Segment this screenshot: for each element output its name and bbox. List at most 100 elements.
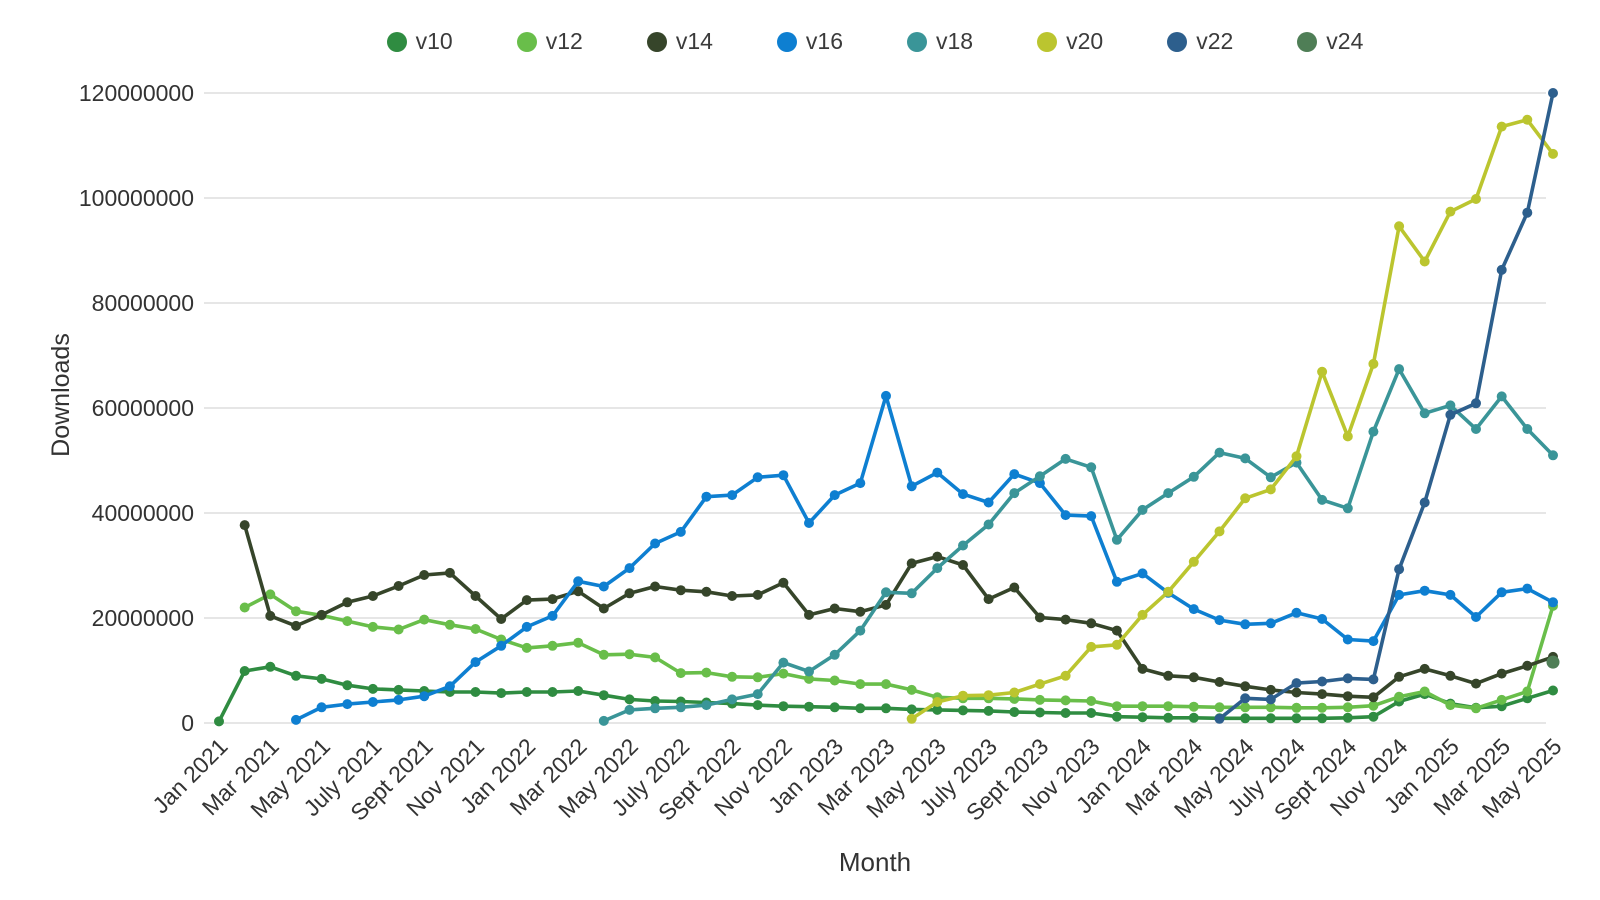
data-point-v20-Jul-2024	[1291, 451, 1302, 462]
legend-item-v10[interactable]: v10	[386, 28, 453, 55]
data-point-v16-Apr-2021	[291, 714, 301, 725]
data-point-v16-Nov-2021	[470, 657, 481, 668]
series-v14	[239, 520, 1558, 703]
data-point-v12-Aug-2024	[1317, 702, 1328, 713]
data-point-v22-May-2025	[1548, 88, 1558, 98]
data-point-v14-Jul-2021	[367, 591, 378, 601]
data-point-v22-Mar-2025	[1496, 264, 1507, 275]
data-point-v18-Apr-2024	[1214, 447, 1225, 458]
data-point-v14-Dec-2021	[496, 614, 507, 624]
data-point-v18-Dec-2022	[804, 666, 814, 677]
data-point-v14-Oct-2023	[1060, 614, 1071, 625]
data-point-v14-Mar-2023	[881, 599, 891, 610]
legend-item-v24[interactable]: v24	[1297, 28, 1363, 55]
data-point-v14-Jul-2023	[983, 594, 994, 605]
data-point-v20-Dec-2023	[1111, 639, 1122, 650]
data-point-v14-Feb-2023	[855, 606, 866, 617]
data-point-v14-Aug-2022	[701, 586, 712, 597]
data-point-v10-Jan-2024	[1137, 712, 1148, 723]
data-point-v20-Dec-2024	[1419, 256, 1430, 267]
data-point-v12-Mar-2021	[265, 589, 276, 600]
data-point-v16-Nov-2022	[778, 470, 789, 481]
data-point-v20-Apr-2024	[1214, 526, 1225, 537]
data-point-v14-Dec-2022	[804, 609, 814, 620]
data-point-v16-Sep-2022	[727, 490, 738, 501]
legend-item-v14[interactable]: v14	[646, 28, 713, 55]
data-point-v18-Oct-2023	[1060, 453, 1071, 464]
data-point-v10-Jan-2021	[214, 716, 224, 727]
data-point-v22-Nov-2024	[1394, 564, 1405, 575]
data-point-v16-Dec-2024	[1419, 585, 1430, 596]
data-point-v10-Jul-2023	[983, 705, 994, 716]
data-point-v10-Jun-2022	[650, 696, 661, 706]
data-point-v10-Sep-2024	[1342, 712, 1353, 723]
data-point-v18-Feb-2025	[1471, 424, 1481, 434]
data-point-v16-Dec-2021	[496, 640, 507, 651]
data-point-v14-Nov-2023	[1086, 618, 1097, 629]
legend-item-v20[interactable]: v20	[1037, 28, 1103, 55]
data-point-v14-Jun-2022	[650, 581, 661, 592]
data-point-v14-Jan-2022	[521, 595, 532, 606]
legend-label-v10: v10	[415, 28, 453, 54]
data-point-v16-Jan-2025	[1445, 589, 1456, 600]
series-v20	[906, 114, 1558, 724]
legend-item-v18[interactable]: v18	[907, 28, 973, 55]
legend-label-v24: v24	[1326, 28, 1364, 54]
data-point-v18-Oct-2024	[1368, 426, 1379, 437]
legend-item-v22[interactable]: v22	[1167, 28, 1233, 55]
data-point-v16-Oct-2021	[444, 681, 455, 692]
data-point-v20-Aug-2023	[1009, 687, 1020, 698]
data-point-v18-Jun-2023	[958, 540, 968, 551]
data-point-v14-Mar-2024	[1188, 672, 1199, 683]
data-point-v20-Sep-2024	[1342, 431, 1353, 442]
data-point-v14-Nov-2024	[1394, 671, 1405, 682]
series-v18-line	[602, 367, 1555, 723]
data-point-v16-Sep-2024	[1342, 634, 1353, 645]
data-point-v18-Jan-2024	[1137, 504, 1148, 515]
data-point-v12-May-2022	[624, 649, 635, 660]
data-point-v10-Apr-2023	[906, 704, 917, 715]
data-point-v18-Jan-2023	[829, 649, 840, 660]
data-point-v16-Sep-2021	[419, 691, 430, 702]
y-tick-label: 120000000	[79, 80, 194, 106]
data-point-v10-Aug-2021	[393, 684, 404, 695]
data-point-v14-May-2021	[316, 609, 327, 620]
data-point-v16-Aug-2021	[393, 694, 404, 705]
data-point-v12-Nov-2021	[470, 624, 481, 634]
data-point-v20-May-2024	[1240, 493, 1251, 504]
data-point-v18-Mar-2024	[1188, 471, 1199, 482]
data-point-v14-Dec-2024	[1419, 663, 1430, 674]
data-point-v12-Oct-2022	[752, 672, 763, 683]
legend-label-v16: v16	[805, 28, 843, 54]
data-point-v10-Feb-2024	[1163, 712, 1174, 723]
data-point-v10-Feb-2023	[855, 703, 866, 714]
data-point-v18-Aug-2022	[701, 700, 712, 711]
data-point-v18-Mar-2023	[881, 587, 891, 598]
data-point-v10-May-2023	[932, 704, 943, 715]
data-point-v12-Feb-2022	[547, 640, 558, 651]
data-point-v18-Dec-2023	[1111, 534, 1122, 545]
data-point-v12-Sep-2022	[727, 671, 738, 682]
data-point-v12-Aug-2021	[393, 624, 404, 635]
data-point-v14-Nov-2021	[470, 591, 481, 601]
series-v18	[598, 364, 1558, 726]
data-point-v18-Sep-2022	[727, 694, 738, 705]
data-point-v18-Oct-2022	[752, 689, 763, 700]
data-point-v22-Sep-2024	[1342, 673, 1353, 684]
data-point-v18-Apr-2022	[598, 715, 609, 726]
data-point-v16-May-2024	[1240, 619, 1251, 630]
legend-item-v12[interactable]: v12	[516, 28, 583, 55]
series-v20-line	[909, 118, 1555, 721]
data-point-v14-Mar-2021	[265, 610, 276, 621]
data-point-v14-Apr-2023	[906, 558, 917, 569]
data-point-v20-Apr-2023	[906, 713, 917, 724]
data-point-v10-Oct-2023	[1060, 708, 1071, 718]
data-point-v14-Jun-2021	[342, 597, 353, 608]
data-point-v10-Oct-2024	[1368, 711, 1379, 722]
legend-item-v16[interactable]: v16	[776, 28, 843, 55]
data-point-v16-Jan-2024	[1137, 568, 1148, 579]
data-point-v18-Sep-2024	[1342, 503, 1353, 514]
data-point-v16-Feb-2023	[855, 478, 866, 489]
data-point-v12-Feb-2021	[239, 602, 250, 613]
